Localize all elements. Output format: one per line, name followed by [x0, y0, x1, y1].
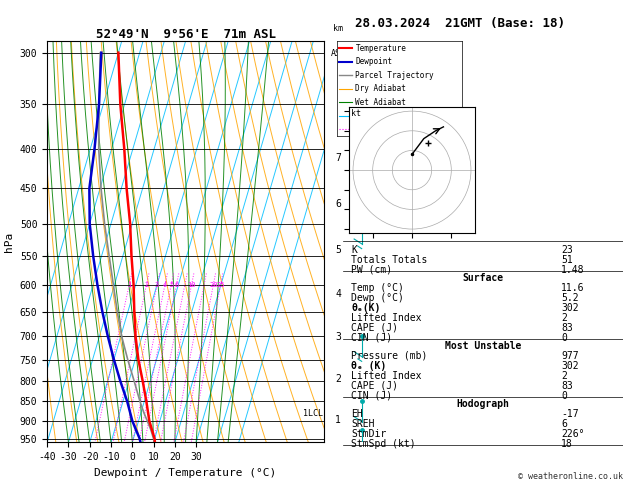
Text: 4: 4 [163, 282, 167, 288]
Text: ASL: ASL [331, 50, 345, 58]
Text: -17: -17 [561, 409, 579, 419]
Text: K: K [351, 244, 357, 255]
Text: © weatheronline.co.uk: © weatheronline.co.uk [518, 472, 623, 481]
Text: 83: 83 [561, 323, 573, 333]
Text: Dry Adiabat: Dry Adiabat [355, 84, 406, 93]
Text: 226°: 226° [561, 429, 584, 439]
Text: CIN (J): CIN (J) [351, 333, 392, 343]
Text: 2: 2 [144, 282, 148, 288]
Text: Most Unstable: Most Unstable [445, 341, 521, 351]
Text: kt: kt [351, 109, 361, 118]
Text: StmDir: StmDir [351, 429, 386, 439]
Title: 52°49'N  9°56'E  71m ASL: 52°49'N 9°56'E 71m ASL [96, 28, 276, 41]
Text: Temp (°C): Temp (°C) [351, 283, 404, 293]
Text: 18: 18 [561, 439, 573, 449]
Text: 977: 977 [561, 351, 579, 361]
Text: 4: 4 [335, 289, 341, 299]
Text: 0: 0 [561, 391, 567, 401]
Text: θₑ(K): θₑ(K) [351, 303, 381, 312]
Text: CAPE (J): CAPE (J) [351, 323, 398, 333]
Text: θₑ (K): θₑ (K) [351, 361, 386, 371]
Text: Lifted Index: Lifted Index [351, 371, 421, 381]
Text: Lifted Index: Lifted Index [351, 313, 421, 323]
Text: 2: 2 [561, 313, 567, 323]
Text: 7: 7 [335, 153, 341, 163]
Text: CAPE (J): CAPE (J) [351, 381, 398, 391]
Text: Totals Totals: Totals Totals [351, 255, 428, 264]
Text: Surface: Surface [462, 273, 503, 283]
Text: Temperature: Temperature [355, 44, 406, 52]
Text: 1LCL: 1LCL [303, 409, 323, 417]
Text: Wet Adiabat: Wet Adiabat [355, 98, 406, 107]
Text: 5: 5 [169, 282, 174, 288]
Text: 6: 6 [174, 282, 179, 288]
Text: 6: 6 [335, 199, 341, 209]
Text: 6: 6 [561, 419, 567, 429]
Text: 28.03.2024  21GMT (Base: 18): 28.03.2024 21GMT (Base: 18) [355, 17, 565, 30]
Text: StmSpd (kt): StmSpd (kt) [351, 439, 416, 449]
Text: Dewp (°C): Dewp (°C) [351, 293, 404, 303]
X-axis label: Dewpoint / Temperature (°C): Dewpoint / Temperature (°C) [94, 468, 277, 478]
Text: Pressure (mb): Pressure (mb) [351, 351, 428, 361]
Text: 0: 0 [561, 333, 567, 343]
Text: 1: 1 [335, 415, 341, 425]
Text: 302: 302 [561, 361, 579, 371]
Text: PW (cm): PW (cm) [351, 264, 392, 275]
Text: 3: 3 [155, 282, 159, 288]
Y-axis label: hPa: hPa [4, 232, 14, 252]
Text: Mixing Ratio: Mixing Ratio [355, 125, 411, 134]
Text: 10: 10 [187, 282, 196, 288]
Text: 5.2: 5.2 [561, 293, 579, 303]
Text: EH: EH [351, 409, 363, 419]
Text: 2: 2 [561, 371, 567, 381]
Text: km: km [333, 24, 343, 33]
Text: 11.6: 11.6 [561, 283, 584, 293]
Text: 2: 2 [335, 374, 341, 384]
Text: 25: 25 [216, 282, 225, 288]
Text: 83: 83 [561, 381, 573, 391]
Text: 1: 1 [127, 282, 131, 288]
Text: 3: 3 [335, 332, 341, 342]
Text: Parcel Trajectory: Parcel Trajectory [355, 70, 434, 80]
Text: 20: 20 [209, 282, 218, 288]
Text: 302: 302 [561, 303, 579, 312]
Text: SREH: SREH [351, 419, 375, 429]
Text: Isotherm: Isotherm [355, 111, 392, 120]
Text: 5: 5 [335, 244, 341, 255]
Text: CIN (J): CIN (J) [351, 391, 392, 401]
Text: Dewpoint: Dewpoint [355, 57, 392, 66]
Text: 1.48: 1.48 [561, 264, 584, 275]
Text: 51: 51 [561, 255, 573, 264]
Text: Hodograph: Hodograph [456, 399, 509, 409]
Text: 23: 23 [561, 244, 573, 255]
